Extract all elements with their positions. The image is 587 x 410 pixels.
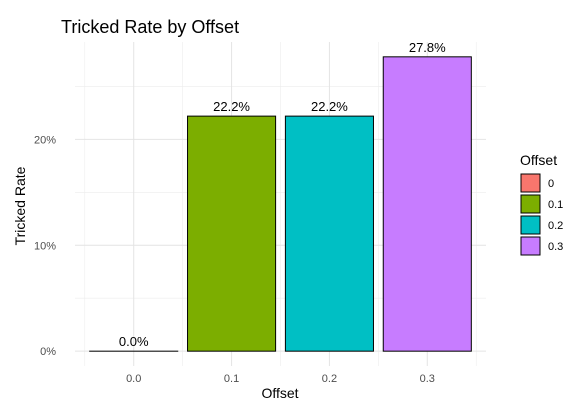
legend-key-0.2	[520, 215, 541, 235]
x-tick-label: 0.0	[126, 373, 141, 385]
bar-0.2	[284, 115, 374, 352]
y-axis-tick-labels: 0% 10% 20%	[34, 134, 56, 358]
legend-label: 0.2	[548, 220, 563, 232]
bar-0.3	[382, 56, 472, 352]
legend-title: Offset	[520, 152, 557, 168]
bar-value-label: 22.2%	[213, 99, 250, 114]
legend-label: 0.1	[548, 199, 563, 211]
minor-gridlines	[75, 42, 486, 366]
x-tick-label: 0.2	[322, 373, 337, 385]
bar-value-label: 0.0%	[119, 334, 149, 349]
x-axis-title: Offset	[261, 385, 298, 401]
legend: Offset 0 0.1 0.2 0.3	[520, 152, 563, 256]
bar-value-label: 22.2%	[311, 99, 348, 114]
x-tick-label: 0.3	[420, 373, 435, 385]
legend-key-0	[520, 173, 541, 193]
legend-key-0.3	[520, 236, 541, 256]
y-tick-label: 10%	[34, 240, 56, 252]
legend-label: 0	[548, 178, 554, 190]
y-tick-label: 0%	[40, 346, 56, 358]
chart-title: Tricked Rate by Offset	[61, 17, 239, 37]
bar-value-label: 27.8%	[409, 40, 446, 55]
legend-label: 0.3	[548, 241, 563, 253]
x-axis-tick-labels: 0.0 0.1 0.2 0.3	[126, 373, 435, 385]
legend-key-0.1	[520, 194, 541, 214]
y-tick-label: 20%	[34, 134, 56, 146]
y-axis-title: Tricked Rate	[12, 166, 28, 245]
bars	[89, 56, 472, 352]
x-tick-label: 0.1	[224, 373, 239, 385]
bar-0.1	[187, 115, 277, 352]
bar-value-labels: 0.0% 22.2% 22.2% 27.8%	[119, 40, 446, 349]
